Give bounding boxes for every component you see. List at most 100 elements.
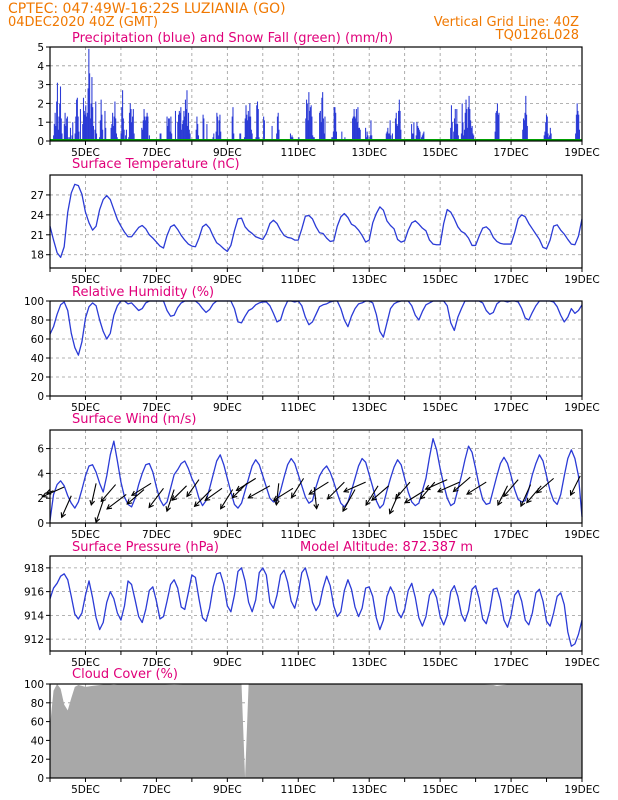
wind-arrow bbox=[520, 484, 532, 508]
precip-bar bbox=[263, 120, 265, 141]
wind-arrow bbox=[171, 485, 187, 502]
precip-bar bbox=[332, 131, 334, 141]
precip-bar bbox=[335, 112, 337, 141]
precip-bar bbox=[91, 77, 93, 141]
precip-bar bbox=[578, 114, 580, 141]
precip-bar bbox=[55, 125, 57, 141]
precip-bar bbox=[85, 105, 87, 141]
wind-arrow bbox=[193, 489, 212, 508]
precip-bar bbox=[457, 124, 459, 141]
precip-bar bbox=[545, 122, 547, 141]
precip-bar bbox=[466, 109, 468, 141]
cloud-ytick-label: 100 bbox=[24, 679, 44, 691]
temp-ytick-label: 27 bbox=[31, 190, 44, 202]
pressure-xtick-label: 13DEC bbox=[351, 657, 386, 669]
precip-bar bbox=[358, 127, 360, 141]
precip-bar bbox=[496, 110, 498, 141]
precip-bar bbox=[358, 127, 360, 141]
precip-bar bbox=[352, 116, 354, 141]
precip-ytick-label: 1 bbox=[37, 117, 44, 129]
precip-bar bbox=[178, 114, 180, 141]
precip-bar bbox=[128, 112, 131, 141]
rh-xtick-label: 5DEC bbox=[71, 402, 100, 414]
precip-bar bbox=[455, 124, 457, 141]
precip-bar bbox=[71, 135, 73, 141]
precip-bar bbox=[453, 131, 455, 141]
precip-bar bbox=[549, 127, 551, 141]
wind-arrow bbox=[436, 481, 460, 493]
wind-arrow bbox=[272, 487, 294, 501]
wind-arrow bbox=[452, 476, 471, 493]
wind-arrow bbox=[273, 483, 280, 507]
precip-bar bbox=[86, 116, 88, 141]
precip-bar bbox=[250, 116, 252, 141]
precip-bar bbox=[115, 133, 117, 141]
cloud-ytick-label: 0 bbox=[37, 773, 44, 785]
precip-bar bbox=[143, 109, 145, 141]
precip-bar bbox=[105, 127, 107, 141]
wind-arrow bbox=[503, 479, 519, 498]
precip-ytick-label: 2 bbox=[37, 98, 44, 110]
precip-bar bbox=[102, 129, 104, 141]
panel-pressure: Surface Pressure (hPa) Model Altitude: 87… bbox=[24, 540, 600, 669]
precip-bar bbox=[470, 120, 472, 141]
precip-bar bbox=[147, 116, 149, 141]
precip-bar bbox=[239, 133, 241, 141]
precip-bar bbox=[396, 124, 398, 141]
wind-arrow bbox=[60, 495, 72, 519]
precip-bar bbox=[120, 133, 122, 141]
precip-bar bbox=[180, 107, 182, 141]
precip-bar bbox=[132, 116, 134, 141]
precip-bar bbox=[386, 131, 388, 141]
precip-title: Precipitation (blue) and Snow Fall (gree… bbox=[72, 31, 393, 46]
precip-bar bbox=[203, 118, 205, 141]
wind-ytick-label: 6 bbox=[37, 444, 44, 456]
precip-bar bbox=[289, 133, 292, 141]
precip-bar bbox=[543, 135, 545, 141]
precip-xtick-label: 19DEC bbox=[564, 147, 599, 159]
temp-xtick-label: 15DEC bbox=[422, 274, 457, 286]
precip-bar bbox=[168, 118, 170, 141]
precip-bar bbox=[388, 133, 390, 141]
precip-bar bbox=[460, 133, 462, 141]
precip-bar bbox=[497, 114, 499, 141]
cloud-xtick-label: 15DEC bbox=[422, 784, 457, 796]
precip-bar bbox=[522, 129, 524, 141]
rh-xtick-label: 11DEC bbox=[281, 402, 316, 414]
precip-bar bbox=[465, 99, 467, 141]
pressure-xtick-label: 17DEC bbox=[493, 657, 528, 669]
temp-xtick-label: 7DEC bbox=[142, 274, 171, 286]
wind-xtick-label: 19DEC bbox=[564, 529, 599, 541]
precip-bar bbox=[355, 118, 357, 141]
rh-xtick-label: 19DEC bbox=[564, 402, 599, 414]
precip-bar bbox=[413, 122, 415, 141]
precip-bar bbox=[422, 133, 424, 141]
precip-xtick-label: 9DEC bbox=[213, 147, 242, 159]
wind-frame bbox=[49, 429, 583, 524]
precip-bar bbox=[418, 129, 420, 141]
precip-bar bbox=[170, 116, 172, 141]
precip-bar bbox=[100, 99, 102, 141]
precip-bar bbox=[335, 131, 337, 141]
precip-bar bbox=[450, 105, 452, 141]
precip-bar bbox=[187, 125, 189, 141]
precip-bar bbox=[450, 127, 452, 141]
rh-ytick-label: 20 bbox=[31, 372, 44, 384]
temp-xtick-label: 19DEC bbox=[564, 274, 599, 286]
header-location: CPTEC: 047:49W-16:22S LUZIANIA (GO) bbox=[8, 1, 286, 17]
precip-bar bbox=[89, 73, 91, 141]
wind-xtick-label: 5DEC bbox=[71, 529, 100, 541]
precip-bar bbox=[411, 133, 413, 141]
wind-arrow bbox=[204, 487, 223, 501]
precip-bar bbox=[472, 133, 474, 141]
precip-bar bbox=[575, 133, 577, 141]
wind-vectors bbox=[41, 475, 581, 524]
precip-bar bbox=[122, 90, 124, 141]
precip-bar bbox=[189, 133, 191, 141]
wind-arrow bbox=[41, 486, 65, 498]
rh-ytick-label: 100 bbox=[24, 296, 44, 308]
precip-bar bbox=[391, 133, 393, 141]
precip-bar bbox=[388, 133, 390, 141]
cloud-xtick-label: 5DEC bbox=[71, 784, 100, 796]
precip-bar bbox=[54, 112, 56, 141]
